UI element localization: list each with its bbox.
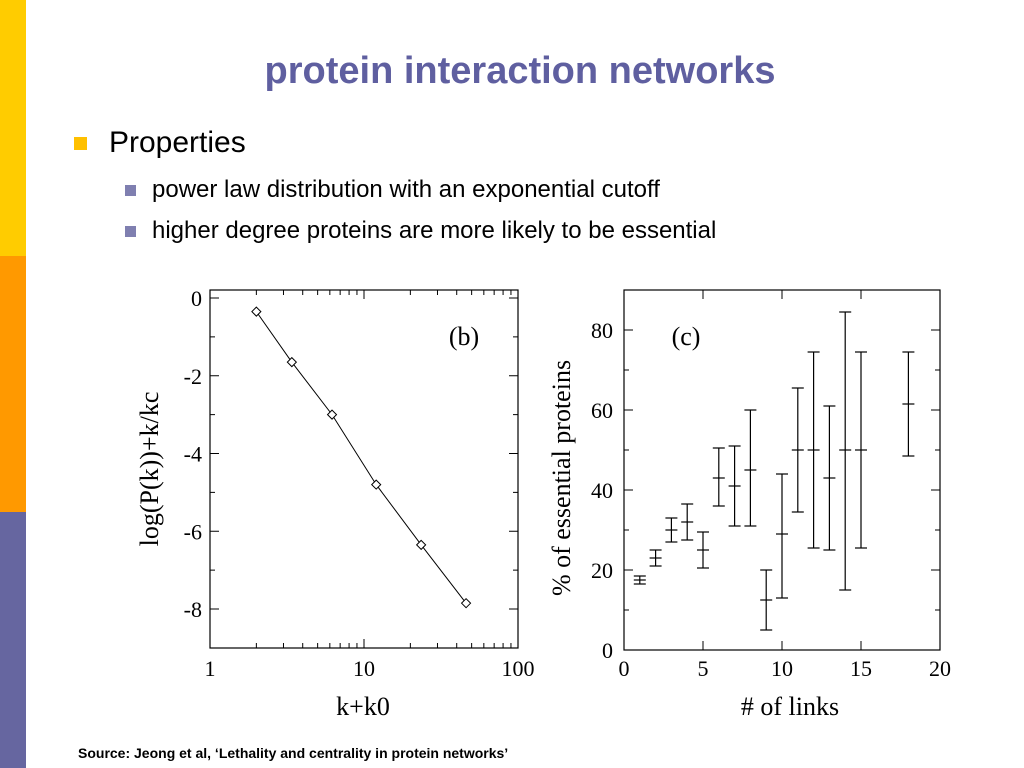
chart-b-x-tick-label: 1 xyxy=(205,656,216,681)
sidebar-purple-segment xyxy=(0,512,26,768)
sidebar-orange-segment xyxy=(0,256,26,512)
chart-c-y-tick-label: 20 xyxy=(591,558,613,583)
sub-bullet-text: power law distribution with an exponenti… xyxy=(152,176,660,203)
slide-title: protein interaction networks xyxy=(264,50,776,92)
chart-c-x-tick-label: 15 xyxy=(850,656,872,681)
sub-bullet-power-law: power law distribution with an exponenti… xyxy=(125,176,660,204)
chart-b-series-line xyxy=(255,311,467,604)
bullet-square-icon xyxy=(125,225,136,237)
sub-bullet-essential: higher degree proteins are more likely t… xyxy=(125,217,716,245)
chart-c-x-tick-label: 10 xyxy=(771,656,793,681)
chart-b-y-tick-label: 0 xyxy=(191,286,202,311)
chart-b-diamond-marker xyxy=(415,539,427,551)
chart-c-panel-label: (c) xyxy=(672,322,701,351)
chart-b-y-tick-label: -6 xyxy=(184,519,202,544)
chart-b-x-tick-label: 10 xyxy=(353,656,375,681)
chart-b-diamond-marker xyxy=(460,597,472,609)
chart-b-y-tick-label: -4 xyxy=(184,442,202,467)
chart-b-diamond-marker xyxy=(370,479,382,490)
sidebar-yellow-segment xyxy=(0,0,26,256)
chart-b: 0 -2 -4 -6 -8 1 10 100 (b) k+k0 log(P(k))+k/kc xyxy=(135,286,535,721)
bullet-properties: Properties xyxy=(72,126,246,160)
chart-b-x-tick-label: 100 xyxy=(502,656,535,681)
chart-b-y-tick-label: -2 xyxy=(184,364,202,389)
chart-c-y-axis-label: % of essential proteins xyxy=(547,360,576,596)
chart-c-x-tick-label: 5 xyxy=(698,656,709,681)
chart-b-panel-label: (b) xyxy=(449,322,479,351)
chart-b-diamond-marker xyxy=(251,306,262,317)
chart-c: 0 20 40 60 80 0 5 10 15 20 (c) # of links % of es… xyxy=(547,289,951,721)
chart-c-y-tick-label: 80 xyxy=(591,318,613,343)
chart-c-x-tick-label: 0 xyxy=(619,656,630,681)
bullet-text: Properties xyxy=(109,126,246,159)
chart-b-y-axis-label: log(P(k))+k/kc xyxy=(135,392,164,547)
bullet-square-icon xyxy=(74,136,87,150)
bullet-square-icon xyxy=(125,184,136,196)
chart-b-diamond-marker xyxy=(326,409,338,420)
chart-b-x-axis-label: k+k0 xyxy=(336,692,390,721)
chart-c-x-tick-label: 20 xyxy=(929,656,951,681)
sub-bullet-text: higher degree proteins are more likely t… xyxy=(152,217,717,244)
chart-c-y-tick-label: 40 xyxy=(591,478,613,503)
chart-c-y-tick-label: 0 xyxy=(602,638,613,663)
chart-b-y-tick-label: -8 xyxy=(184,597,202,622)
chart-c-x-axis-label: # of links xyxy=(741,692,839,721)
chart-c-y-tick-label: 60 xyxy=(591,398,613,423)
source-citation: Source: Jeong et al, ‘Lethality and cent… xyxy=(78,745,509,761)
chart-b-diamond-marker xyxy=(286,356,298,368)
